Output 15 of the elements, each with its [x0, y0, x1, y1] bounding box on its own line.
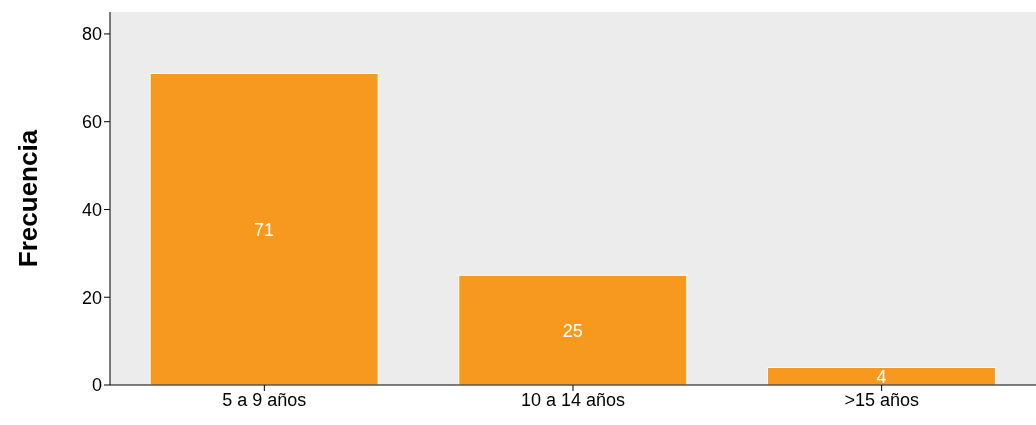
bar — [458, 274, 688, 385]
y-tick-label: 20 — [81, 287, 102, 308]
data-label: 25 — [562, 320, 583, 341]
data-label: 71 — [254, 219, 275, 240]
y-tick-label: 80 — [81, 24, 102, 45]
x-tick-label: >15 años — [844, 389, 919, 410]
y-axis-title: Frecuencia — [13, 129, 44, 268]
y-tick-label: 0 — [91, 375, 102, 396]
y-tick-label: 40 — [81, 199, 102, 220]
y-tick-label: 60 — [81, 112, 102, 133]
x-tick-label: 5 a 9 años — [222, 389, 307, 410]
bar — [766, 366, 996, 385]
x-tick-label: 10 a 14 años — [520, 389, 626, 410]
bar — [149, 72, 379, 385]
data-label: 4 — [876, 366, 887, 387]
